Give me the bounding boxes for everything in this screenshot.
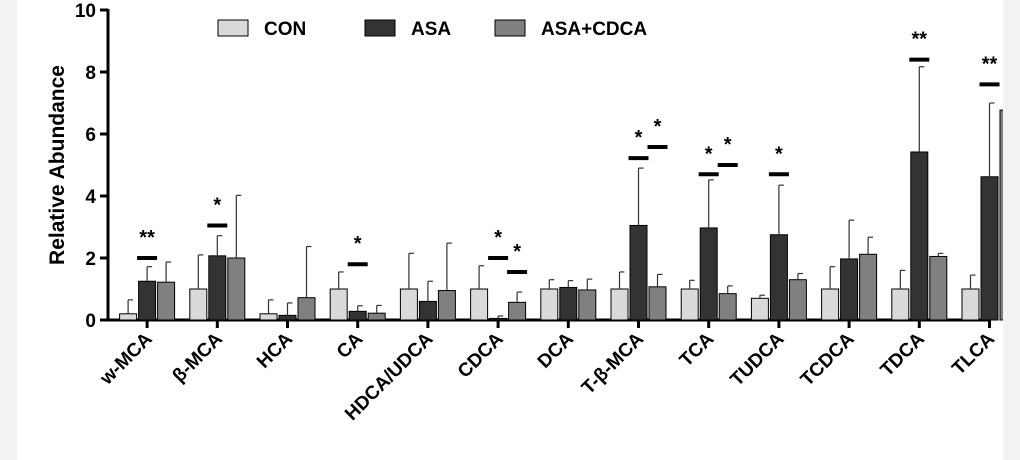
y-tick-label: 2 — [85, 249, 96, 270]
y-tick-label: 6 — [85, 125, 96, 146]
bar-asa — [699, 227, 718, 321]
x-category-label: CA — [333, 328, 367, 362]
bar-asa-cdca — [578, 289, 597, 321]
legend-swatch — [364, 19, 396, 37]
x-category-label: TUDCA — [727, 328, 789, 390]
bar-asa-cdca — [297, 297, 316, 321]
bar-asa-cdca — [788, 279, 807, 321]
significance-label: * — [513, 241, 521, 263]
bar-con — [540, 288, 559, 321]
bar-con — [891, 288, 910, 321]
bar-asa-cdca — [859, 253, 878, 321]
x-category-label: TCA — [676, 328, 719, 371]
bar-asa — [348, 310, 367, 321]
significance-label: * — [705, 143, 713, 165]
x-category-label: w-MCA — [96, 328, 157, 389]
bar-con — [259, 313, 278, 321]
significance-label: * — [354, 233, 362, 255]
y-tick-label: 4 — [85, 187, 96, 208]
x-category-label: β-MCA — [169, 328, 227, 386]
legend-label: ASA — [411, 19, 451, 40]
bar-asa — [629, 224, 648, 321]
bar-con — [610, 288, 629, 321]
bar-asa-cdca — [648, 286, 667, 321]
bar-con — [470, 288, 489, 321]
bar-asa — [559, 286, 578, 321]
bar-asa — [138, 280, 157, 321]
legend-label: CON — [264, 19, 306, 40]
chart-figure: 0 2 4 6 8 10 ** * * * * * * * * * ** ** w-MCA β-MCA HCA CA H… — [17, 0, 1003, 460]
bar-asa-cdca — [437, 290, 456, 321]
significance-label: * — [775, 143, 783, 165]
bar-con — [399, 288, 418, 321]
bar-con — [680, 288, 699, 321]
y-axis-title: Relative Abundance — [46, 65, 69, 265]
y-tick-label: 10 — [75, 1, 96, 22]
y-tick-label: 0 — [85, 311, 96, 332]
legend: CON ASA ASA+CDCA — [217, 19, 647, 40]
legend-label: ASA+CDCA — [541, 19, 647, 40]
x-category-label: TLCA — [948, 328, 999, 379]
bars-layer — [119, 109, 1003, 321]
error-bars-layer — [127, 66, 995, 319]
x-category-label: CDCA — [454, 328, 508, 382]
bar-asa-cdca — [508, 301, 527, 321]
bar-asa — [208, 255, 227, 321]
x-category-label: TDCA — [877, 328, 929, 380]
bar-con — [189, 288, 208, 321]
bar-asa — [980, 176, 999, 321]
bar-con — [961, 288, 980, 321]
bar-asa — [769, 234, 788, 321]
bar-asa — [840, 258, 859, 321]
legend-swatch — [217, 19, 249, 37]
bar-asa — [910, 151, 929, 321]
significance-label: * — [724, 134, 732, 156]
bar-asa-cdca — [718, 293, 737, 321]
y-tick-label: 8 — [85, 63, 96, 84]
significance-label: ** — [982, 53, 998, 75]
significance-label: * — [213, 194, 221, 216]
significance-label: * — [635, 127, 643, 149]
bar-asa — [418, 300, 437, 321]
x-category-label: HCA — [253, 328, 297, 372]
significance-label: ** — [912, 29, 928, 51]
significance-layer: **** ***** * ***** — [137, 29, 1000, 274]
bar-asa-cdca — [157, 281, 176, 321]
significance-label: * — [494, 227, 502, 249]
bar-asa — [278, 314, 297, 321]
bar-asa-cdca — [929, 255, 948, 321]
bar-con — [119, 313, 138, 321]
bar-asa-cdca — [999, 109, 1003, 321]
significance-label: * — [654, 116, 662, 138]
legend-swatch — [494, 19, 526, 37]
bar-con — [329, 288, 348, 321]
bar-asa-cdca — [367, 312, 386, 321]
bar-asa — [489, 317, 508, 321]
x-category-label: DCA — [534, 328, 578, 372]
x-category-label: TCDCA — [797, 328, 859, 390]
bar-con — [750, 297, 769, 321]
bar-con — [821, 288, 840, 321]
x-category-label: T-β-MCA — [578, 328, 648, 398]
bar-asa-cdca — [227, 257, 246, 321]
significance-label: ** — [139, 227, 155, 249]
